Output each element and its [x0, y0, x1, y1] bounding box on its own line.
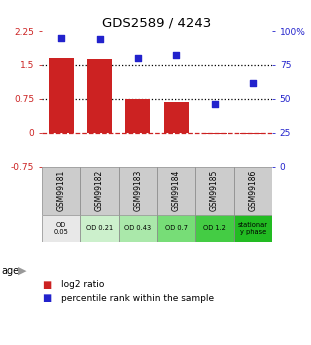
Text: GSM99185: GSM99185: [210, 170, 219, 211]
Bar: [195, 167, 234, 215]
Bar: [240, 132, 265, 134]
Text: ■: ■: [42, 280, 51, 289]
Point: [97, 37, 102, 42]
Point: [212, 101, 217, 107]
Bar: [80, 215, 119, 242]
Bar: [80, 167, 119, 215]
Text: percentile rank within the sample: percentile rank within the sample: [61, 294, 214, 303]
Text: ■: ■: [42, 294, 51, 303]
Text: log2 ratio: log2 ratio: [61, 280, 104, 289]
Text: OD 1.2: OD 1.2: [203, 225, 226, 231]
Bar: [87, 59, 112, 132]
Point: [59, 35, 64, 41]
Bar: [119, 215, 157, 242]
Text: OD 0.7: OD 0.7: [165, 225, 188, 231]
Bar: [125, 99, 150, 132]
Bar: [164, 102, 189, 132]
Bar: [119, 167, 157, 215]
Text: OD
0.05: OD 0.05: [54, 222, 69, 235]
Bar: [234, 167, 272, 215]
Bar: [42, 167, 80, 215]
Text: GSM99186: GSM99186: [248, 170, 258, 211]
Text: OD 0.43: OD 0.43: [124, 225, 151, 231]
Point: [135, 56, 140, 61]
Point: [250, 80, 255, 85]
Title: GDS2589 / 4243: GDS2589 / 4243: [102, 17, 212, 30]
Bar: [195, 215, 234, 242]
Bar: [157, 167, 195, 215]
Text: GSM99181: GSM99181: [57, 170, 66, 211]
Bar: [42, 215, 80, 242]
Bar: [49, 58, 74, 132]
Text: ▶: ▶: [18, 266, 26, 276]
Text: OD 0.21: OD 0.21: [86, 225, 113, 231]
Bar: [157, 215, 195, 242]
Bar: [234, 215, 272, 242]
Text: GSM99182: GSM99182: [95, 170, 104, 211]
Text: GSM99184: GSM99184: [172, 170, 181, 211]
Bar: [202, 132, 227, 134]
Text: age: age: [2, 266, 20, 276]
Point: [174, 53, 179, 58]
Text: stationar
y phase: stationar y phase: [238, 222, 268, 235]
Text: GSM99183: GSM99183: [133, 170, 142, 211]
